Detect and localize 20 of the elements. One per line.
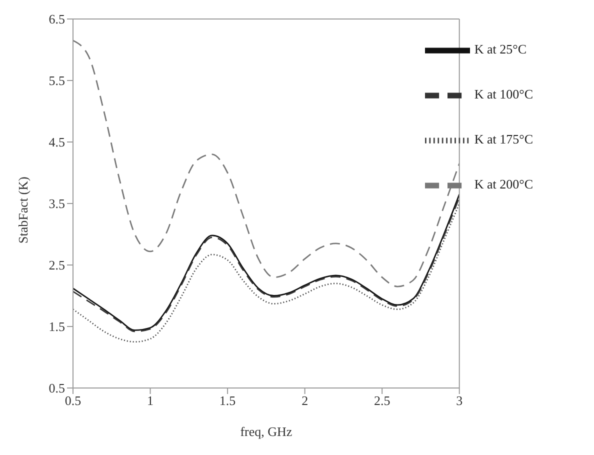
x-tick-label: 2 bbox=[302, 393, 308, 408]
y-tick-label: 1.5 bbox=[48, 319, 65, 334]
legend-label: K at 200°C bbox=[474, 176, 533, 192]
legend-label: K at 175°C bbox=[474, 131, 533, 146]
x-axis-title: freq, GHz bbox=[240, 424, 292, 439]
x-tick-label: 2.5 bbox=[374, 393, 390, 408]
x-tick-label: 0.5 bbox=[64, 393, 82, 408]
y-tick-label: 5.5 bbox=[48, 73, 65, 88]
legend-label: K at 100°C bbox=[474, 86, 533, 102]
x-tick-label: 3 bbox=[456, 393, 463, 408]
y-tick-label: 4.5 bbox=[48, 134, 65, 150]
x-tick-label: 1.5 bbox=[219, 393, 236, 408]
legend-label: K at 25°C bbox=[474, 41, 526, 56]
y-tick-label: 0.5 bbox=[48, 380, 65, 396]
line-series bbox=[73, 40, 460, 288]
y-tick-label: 2.5 bbox=[48, 258, 65, 273]
y-tick-label: 6.5 bbox=[48, 12, 65, 27]
y-axis-title: StabFact (K) bbox=[16, 176, 31, 244]
x-tick-label: 1 bbox=[147, 393, 154, 408]
y-tick-label: 3.5 bbox=[48, 196, 65, 212]
